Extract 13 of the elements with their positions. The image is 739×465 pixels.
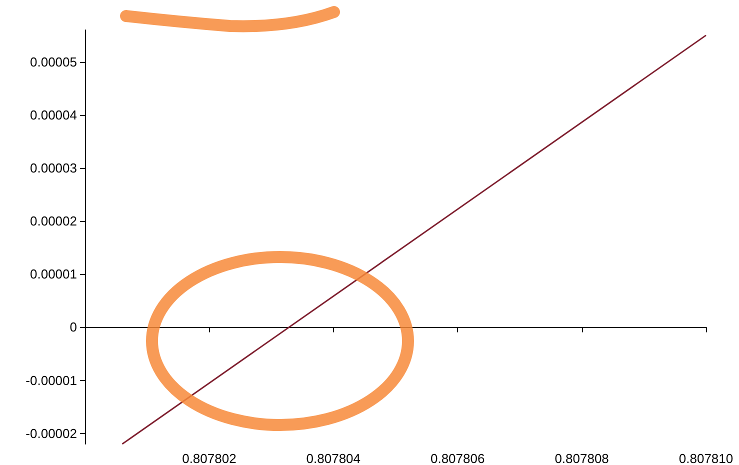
y-tick-label: -0.00001 — [26, 372, 77, 388]
x-tick-label: 0.807806 — [430, 451, 485, 465]
y-tick-label: 0 — [70, 320, 77, 335]
x-tick-label: 0.807802 — [182, 451, 236, 465]
y-tick-label: 0.00001 — [30, 266, 77, 282]
x-tick-label: 0.807810 — [678, 451, 734, 465]
y-tick-label: 0.00003 — [30, 160, 77, 176]
x-tick-label: 0.807808 — [554, 451, 609, 465]
y-tick-label: -0.00002 — [26, 426, 77, 441]
y-tick-label: 0.00002 — [30, 214, 77, 229]
y-tick-label: 0.00005 — [30, 54, 77, 70]
x-tick-label: 0.807804 — [306, 451, 361, 465]
y-tick-label: 0.00004 — [30, 107, 77, 122]
